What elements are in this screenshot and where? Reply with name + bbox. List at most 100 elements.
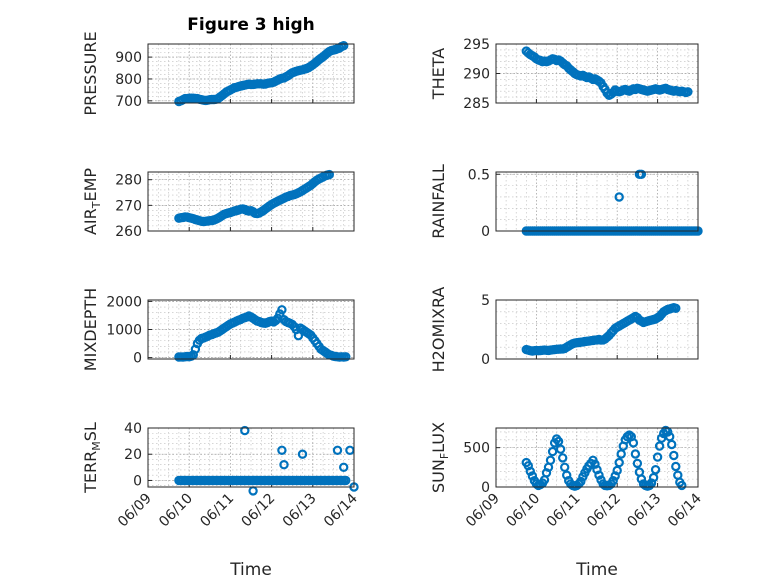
subplot-3: 260 270 280 AIRTEMP: [81, 168, 355, 240]
x-tick-label: 06/13: [625, 491, 665, 531]
axes-frame: [495, 299, 699, 360]
x-tick-label: 06/14: [665, 490, 705, 530]
data-point: [656, 433, 667, 443]
data-point: [654, 441, 665, 451]
x-axis-label: Time: [229, 560, 272, 580]
figure-title: Figure 3 high: [187, 15, 315, 35]
y-tick-label: 0: [133, 473, 142, 489]
data-point: [339, 462, 349, 472]
data-point: [608, 476, 618, 486]
data-point: [669, 450, 679, 461]
data-point: [671, 461, 681, 472]
subplot-grid: 700 800 900 PRESSURE 285 290 295 THETA 260 270 280…: [81, 31, 705, 580]
subplot-6: 0 5 H2OMIXRA: [429, 287, 699, 373]
data-point: [332, 445, 343, 455]
subplot-2: 285 290 295 THETA: [429, 37, 699, 112]
data-point: [547, 446, 558, 457]
y-tick-label: 0.5: [468, 167, 490, 183]
data-point: [616, 449, 626, 459]
data-point: [594, 470, 604, 480]
data-markers: [521, 303, 681, 356]
axes-frame: [147, 43, 355, 104]
y-tick-label: 285: [463, 96, 490, 112]
subplot-1: 700 800 900 PRESSURE: [81, 31, 355, 116]
x-tick-label: 06/14: [321, 490, 361, 530]
data-point: [614, 192, 624, 202]
y-tick-label: 900: [115, 50, 142, 66]
x-tick-label: 06/10: [156, 491, 196, 531]
x-tick-label: 06/12: [584, 491, 624, 531]
data-point: [555, 444, 566, 454]
data-point: [545, 455, 556, 465]
data-markers: [174, 425, 359, 496]
data-markers: [174, 169, 334, 227]
x-tick-label: 06/11: [197, 491, 237, 531]
y-axis-label: SUNFLUX: [429, 422, 451, 493]
data-point: [667, 439, 677, 450]
y-axis-label: H2OMIXRA: [429, 287, 448, 373]
data-markers: [174, 305, 351, 362]
data-point: [677, 480, 687, 491]
subplot-5: 0 1000 2000 MIXDEPTH: [81, 288, 355, 371]
data-point: [652, 452, 663, 462]
data-point: [630, 449, 641, 459]
data-point: [277, 305, 287, 315]
y-axis-label: TERRMSL: [81, 422, 103, 494]
data-point: [636, 474, 647, 484]
data-point: [341, 352, 351, 362]
subplot-8: 0 500 SUNFLUX 06/09 06/10 06/11 06/12 06/13 06/1…: [429, 422, 705, 580]
y-tick-label: 0: [481, 224, 490, 240]
data-point: [648, 472, 659, 483]
y-tick-label: 0: [481, 480, 490, 496]
data-point: [339, 41, 349, 51]
y-tick-label: 20: [124, 447, 142, 463]
data-point: [240, 425, 250, 436]
x-tick-label: 06/12: [239, 491, 279, 531]
data-markers: [521, 425, 687, 491]
data-point: [525, 466, 536, 476]
y-tick-label: 5: [481, 293, 490, 309]
axes-frame: [495, 171, 699, 232]
data-point: [632, 458, 643, 469]
y-tick-label: 700: [115, 94, 142, 110]
y-axis-label: MIXDEPTH: [81, 288, 100, 371]
y-tick-label: 800: [115, 72, 142, 88]
data-markers: [174, 41, 349, 107]
y-tick-label: 0: [133, 351, 142, 367]
data-point: [614, 457, 624, 468]
data-point: [527, 471, 538, 481]
y-tick-label: 280: [115, 173, 142, 189]
y-tick-label: 290: [463, 67, 490, 83]
subplot-7: 0 20 40 TERRMSL 06/09 06/10 06/11 06/12 06/13 06/…: [81, 421, 361, 580]
axes-frame: [495, 43, 699, 104]
y-tick-label: 1000: [106, 323, 142, 339]
axes-frame: [147, 171, 355, 232]
axes-frame: [495, 427, 699, 488]
data-point: [628, 438, 639, 448]
y-tick-label: 295: [463, 37, 490, 53]
data-point: [279, 460, 289, 470]
data-point: [636, 169, 647, 179]
data-point: [248, 486, 258, 496]
data-point: [612, 465, 622, 476]
y-tick-label: 500: [463, 441, 490, 457]
y-tick-label: 270: [115, 198, 142, 214]
data-markers: [521, 46, 693, 101]
data-point: [650, 465, 661, 475]
x-tick-label: 06/13: [280, 491, 320, 531]
y-tick-label: 40: [124, 421, 142, 437]
axes-frame: [147, 427, 355, 488]
y-tick-label: 2000: [106, 294, 142, 310]
data-point: [324, 169, 334, 180]
x-axis-label: Time: [575, 560, 618, 580]
subplot-4: 0 0.5 RAINFALL: [429, 164, 703, 240]
x-tick-label: 06/10: [503, 491, 543, 531]
x-tick-label: 06/09: [463, 491, 503, 531]
y-tick-label: 260: [115, 224, 142, 240]
y-tick-label: 0: [481, 352, 490, 368]
data-point: [558, 453, 568, 463]
data-point: [341, 475, 351, 486]
y-axis-label: RAINFALL: [429, 164, 448, 239]
y-axis-label: AIRTEMP: [81, 168, 103, 235]
data-point: [576, 476, 586, 487]
